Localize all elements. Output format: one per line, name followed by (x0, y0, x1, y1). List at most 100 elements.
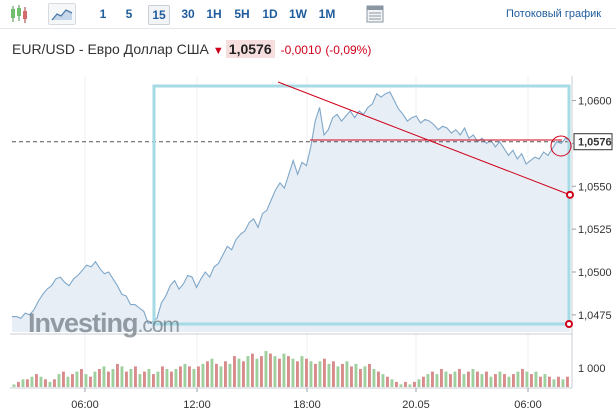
volume-bar (233, 356, 236, 387)
volume-bar (467, 371, 470, 387)
volume-bar (246, 356, 250, 387)
volume-bar (93, 371, 97, 387)
price-tick-label: 1,0550 (578, 181, 612, 193)
volume-bar (53, 379, 56, 387)
volume-bar (435, 374, 439, 387)
volume-bar (170, 371, 173, 387)
area-chart-icon[interactable] (48, 3, 76, 25)
volume-bar (561, 379, 565, 387)
volume-bar (48, 381, 52, 387)
time-tick-label: 06:00 (71, 399, 99, 411)
volume-bars (12, 351, 569, 387)
volume-bar (359, 369, 362, 387)
symbol-header: EUR/USD - Евро Доллар США ▼ 1,0576 -0,0010(… (12, 38, 371, 60)
volume-bar (309, 361, 313, 387)
trendline-handle[interactable] (566, 190, 574, 199)
volume-bar (125, 371, 128, 387)
volume-bar (314, 363, 317, 387)
volume-bar (255, 358, 259, 387)
volume-bar (17, 381, 20, 387)
volume-bar (197, 366, 200, 387)
volume-bar (521, 369, 524, 387)
volume-bar (404, 381, 407, 387)
volume-bar (377, 371, 380, 387)
volume-bar (228, 363, 232, 387)
volume-bar (494, 374, 497, 387)
timeframe-5[interactable]: 5 (125, 7, 133, 21)
volume-bar (548, 376, 551, 387)
volume-bar (498, 371, 502, 387)
volume-bar (282, 353, 286, 387)
volume-bar (120, 366, 124, 387)
volume-bar (449, 374, 452, 387)
chart-toolbar: 1 5 15 30 1H 5H 1D 1W 1M Потоковый графи… (0, 0, 616, 29)
volume-bar (395, 381, 398, 387)
volume-bar (111, 369, 115, 387)
price-tick-label: 1,0500 (578, 267, 612, 279)
timeframe-5h[interactable]: 5H (234, 7, 250, 21)
volume-bar (386, 376, 389, 387)
timeframe-1h[interactable]: 1H (206, 7, 222, 21)
trend-line[interactable] (277, 81, 571, 196)
timeframe-1d[interactable]: 1D (262, 7, 278, 21)
volume-bar (224, 361, 227, 387)
volume-bar (156, 371, 160, 387)
volume-bar (471, 369, 475, 387)
volume-bar (116, 363, 119, 387)
volume-bar (453, 371, 457, 387)
time-tick-label: 06:00 (514, 399, 542, 411)
price-change-percent: (-0,09%) (325, 43, 372, 57)
table-icon[interactable] (365, 4, 385, 24)
price-line (12, 91, 571, 325)
volume-bar (273, 356, 277, 387)
volume-bar (75, 371, 79, 387)
volume-bar (327, 363, 331, 387)
current-price-tag (573, 133, 613, 151)
timeframe-1w[interactable]: 1W (289, 7, 307, 21)
timeframe-30[interactable]: 30 (181, 7, 195, 21)
volume-bar (80, 369, 83, 387)
volume-bar (323, 358, 326, 387)
volume-bar (30, 376, 34, 387)
current-price-tag-label: 1,0576 (578, 137, 612, 149)
volume-bar (318, 361, 322, 387)
candlestick-icon[interactable] (8, 3, 30, 25)
volume-bar (368, 363, 371, 387)
volume-bar (516, 371, 520, 387)
volume-bar (350, 366, 353, 387)
volume-bar (413, 381, 416, 387)
volume-bar (408, 384, 412, 387)
volume-bar (215, 363, 218, 387)
logo-brand: Investing (28, 308, 139, 338)
price-area (12, 92, 570, 332)
timeframe-15[interactable]: 15 (148, 5, 170, 25)
highlight-circle[interactable] (550, 135, 572, 157)
volume-bar (161, 366, 164, 387)
price-tick-label: 1,0475 (578, 310, 612, 322)
arrow-down-icon: ▼ (212, 45, 224, 57)
volume-bar (44, 379, 47, 387)
volume-bar (345, 361, 349, 387)
volume-bar (336, 366, 340, 387)
volume-bar (476, 371, 479, 387)
volume-bar (98, 369, 101, 387)
volume-bar (503, 374, 506, 387)
selection-rectangle[interactable] (152, 84, 571, 326)
volume-bar (147, 369, 151, 387)
volume-bar (129, 369, 133, 387)
time-tick-label: 20.05 (402, 399, 430, 411)
volume-bar (426, 374, 430, 387)
rectangle-handle[interactable] (565, 320, 573, 328)
volume-bar (264, 351, 268, 387)
volume-bar (269, 353, 272, 387)
volume-bar (462, 374, 466, 387)
timeframe-1[interactable]: 1 (99, 7, 107, 21)
volume-bar (39, 376, 43, 387)
stream-chart-link[interactable]: Потоковый график (506, 8, 602, 20)
volume-bar (138, 374, 142, 387)
volume-bar (543, 374, 547, 387)
volume-bar (458, 369, 461, 387)
timeframe-1m[interactable]: 1M (318, 7, 336, 21)
